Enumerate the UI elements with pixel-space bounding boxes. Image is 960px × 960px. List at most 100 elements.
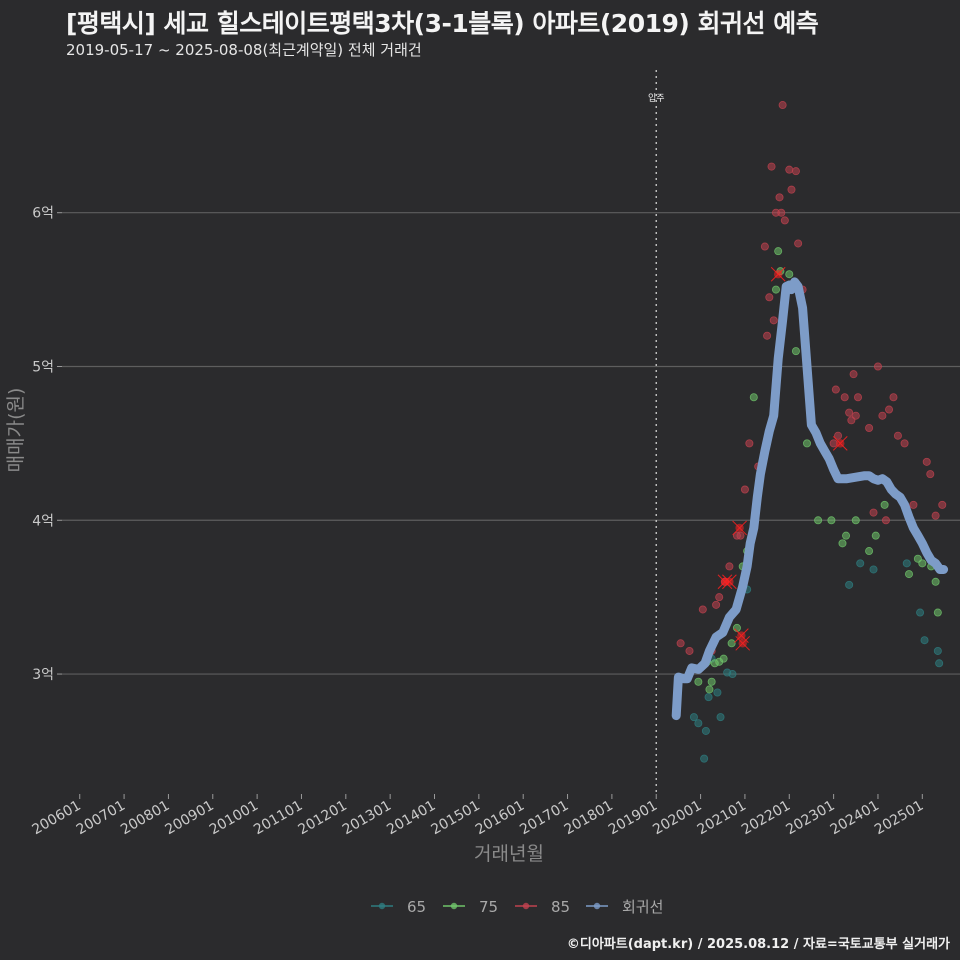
point-75	[732, 623, 741, 632]
annotation-layer: 입주	[648, 70, 665, 794]
point-85	[787, 185, 796, 194]
highlight-cross	[717, 574, 733, 590]
move-in-label: 입주	[648, 92, 665, 104]
x-tick-label: 200801	[118, 798, 172, 839]
legend-key-dot	[450, 902, 458, 910]
point-65	[713, 688, 722, 697]
x-tick-label: 201001	[207, 798, 261, 839]
point-75	[838, 539, 847, 548]
point-75	[774, 247, 783, 256]
highlight-cross	[735, 635, 751, 651]
point-85	[938, 500, 947, 509]
x-tick-label: 202001	[650, 798, 704, 839]
point-85	[765, 293, 774, 302]
point-65	[689, 713, 698, 722]
point-75	[880, 500, 889, 509]
legend-label-1: 75	[479, 898, 498, 916]
point-85	[869, 508, 878, 517]
chart-title: [평택시] 세교 힐스테이트평택3차(3-1블록) 아파트(2019) 회귀선 …	[66, 9, 819, 38]
y-tick-label: 3억	[32, 667, 54, 683]
x-tick-label: 201901	[606, 798, 660, 839]
point-65	[694, 719, 703, 728]
point-65	[704, 693, 713, 702]
point-85	[715, 593, 724, 602]
point-85	[676, 639, 685, 648]
point-75	[865, 547, 874, 556]
x-axis-title: 거래년월	[474, 843, 544, 865]
legend: 65 75 85 회귀선	[371, 898, 663, 916]
point-85	[767, 162, 776, 171]
point-65	[856, 559, 865, 568]
point-75	[933, 608, 942, 617]
point-85	[873, 362, 882, 371]
point-75	[905, 570, 914, 579]
point-85	[698, 605, 707, 614]
point-85	[885, 405, 894, 414]
x-tick-label: 201401	[384, 798, 438, 839]
legend-key-dot	[378, 902, 386, 910]
point-75	[918, 559, 927, 568]
point-75	[771, 285, 780, 294]
point-85	[878, 411, 887, 420]
point-85	[794, 239, 803, 248]
point-85	[909, 500, 918, 509]
point-85	[851, 411, 860, 420]
x-tick-label: 201701	[517, 798, 571, 839]
legend-label-2: 85	[551, 898, 570, 916]
point-75	[705, 685, 714, 694]
highlight-layer	[717, 266, 848, 651]
point-65	[902, 559, 911, 568]
legend-label-3: 회귀선	[622, 898, 663, 916]
point-85	[849, 370, 858, 379]
point-85	[845, 408, 854, 417]
point-85	[926, 470, 935, 479]
point-65	[920, 636, 929, 645]
point-75	[785, 270, 794, 279]
grid-layer	[62, 212, 960, 675]
legend-label-0: 65	[407, 898, 426, 916]
regression-line	[671, 277, 949, 721]
highlight-cross	[832, 436, 848, 451]
x-tick-label: 200601	[29, 798, 83, 839]
y-tick-label: 4억	[32, 513, 54, 529]
point-85	[889, 393, 898, 402]
x-tick-label: 201101	[251, 798, 305, 839]
point-85	[712, 600, 721, 609]
chart-subtitle: 2019-05-17 ~ 2025-08-08(최근계약일) 전체 거래건	[66, 41, 422, 59]
point-85	[740, 485, 749, 494]
highlight-cross	[732, 520, 747, 536]
point-85	[900, 439, 909, 448]
regression-layer	[671, 277, 949, 721]
point-85	[893, 431, 902, 440]
x-tick-label: 201501	[429, 798, 483, 839]
point-85	[769, 316, 778, 325]
point-85	[763, 331, 772, 340]
highlight-cross	[722, 574, 737, 590]
point-75	[827, 516, 836, 525]
point-75	[791, 347, 800, 356]
point-85	[854, 393, 863, 402]
legend-key-dot	[593, 902, 601, 910]
point-75	[749, 393, 758, 402]
point-85	[931, 511, 940, 520]
point-65	[728, 670, 737, 679]
point-85	[725, 562, 734, 571]
point-85	[685, 646, 694, 655]
point-75	[871, 531, 880, 540]
point-85	[778, 101, 787, 110]
legend-key-dot	[522, 902, 530, 910]
point-75	[694, 677, 703, 686]
point-75	[931, 577, 940, 586]
point-85	[840, 393, 849, 402]
point-65	[845, 580, 854, 589]
x-tick-label: 202301	[783, 798, 837, 839]
y-axis-title: 매매가(원)	[5, 388, 27, 473]
point-85	[865, 423, 874, 432]
point-75	[727, 639, 736, 648]
x-tick-label: 202501	[872, 798, 926, 839]
point-85	[922, 457, 931, 466]
x-tick-label: 202401	[828, 798, 882, 839]
point-65	[716, 713, 725, 722]
point-75	[814, 516, 823, 525]
source-caption: ©디아파트(dapt.kr) / 2025.08.12 / 자료=국토교통부 실…	[566, 937, 950, 952]
